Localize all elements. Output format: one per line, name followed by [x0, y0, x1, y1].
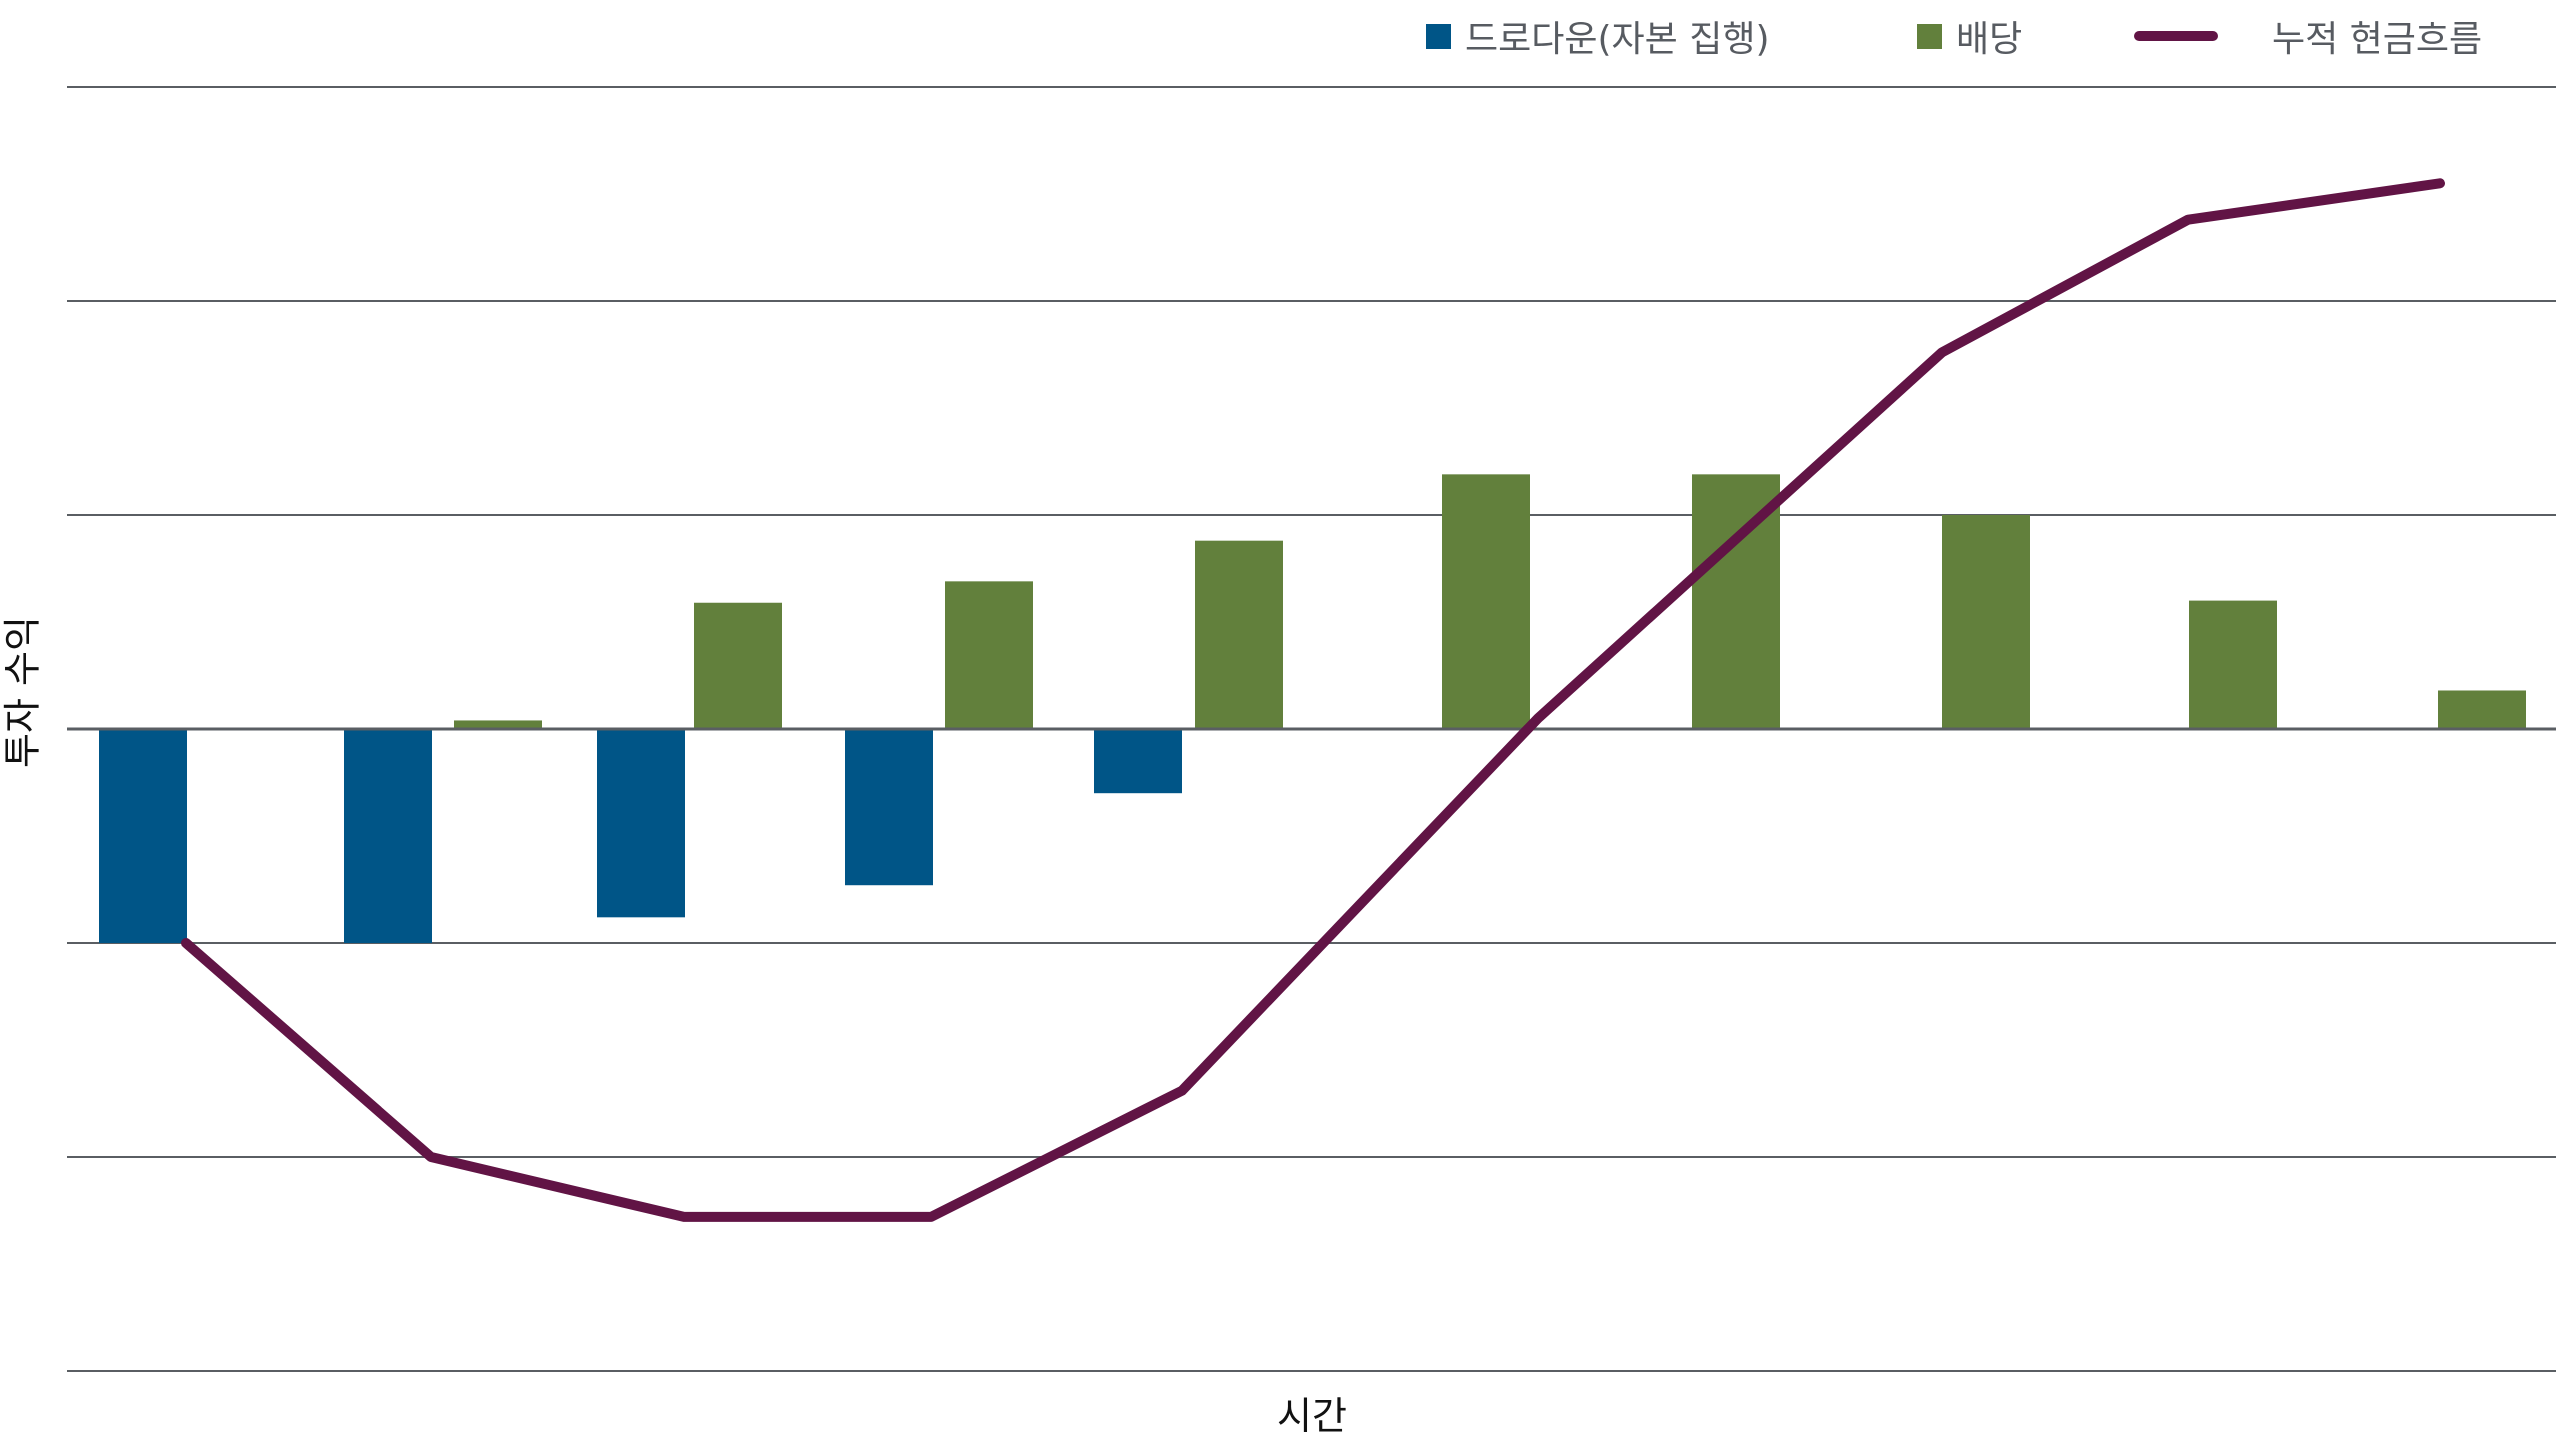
legend: 드로다운(자본 집행) 배당 누적 현금흐름 — [0, 4, 2560, 64]
dividend-bar — [2438, 690, 2526, 729]
cumulative-line-swatch-icon — [2134, 31, 2218, 41]
drawdown-bar — [597, 729, 685, 918]
legend-item-drawdown: 드로다운(자본 집행) — [1426, 10, 1770, 62]
drawdown-bars — [99, 729, 1182, 943]
drawdown-bar — [845, 729, 933, 886]
cumulative-cashflow-line — [181, 178, 2445, 1222]
dividend-bar — [454, 720, 542, 729]
y-axis-label: 투자 수익 — [0, 616, 45, 768]
dividend-bar — [2189, 600, 2277, 729]
dividend-bar — [945, 581, 1033, 729]
x-axis-label: 시간 — [1277, 1394, 1347, 1438]
dividend-bar — [1442, 474, 1530, 729]
dividend-swatch-icon — [1917, 23, 1942, 49]
legend-label-cumulative: 누적 현금흐름 — [2272, 19, 2483, 60]
drawdown-bar — [344, 729, 432, 943]
dividend-bar — [1195, 540, 1283, 729]
drawdown-bar — [1094, 729, 1182, 794]
legend-item-dividend: 배당 — [1917, 10, 2022, 62]
drawdown-swatch-icon — [1426, 23, 1451, 49]
dividend-bar — [1942, 515, 2030, 729]
legend-item-cumulative: 누적 현금흐름 — [2134, 10, 2482, 62]
drawdown-bar — [99, 729, 187, 943]
legend-label-dividend: 배당 — [1956, 19, 2023, 60]
dividend-bars — [67, 474, 2556, 731]
legend-label-drawdown: 드로다운(자본 집행) — [1465, 19, 1770, 60]
dividend-bar — [694, 602, 782, 729]
